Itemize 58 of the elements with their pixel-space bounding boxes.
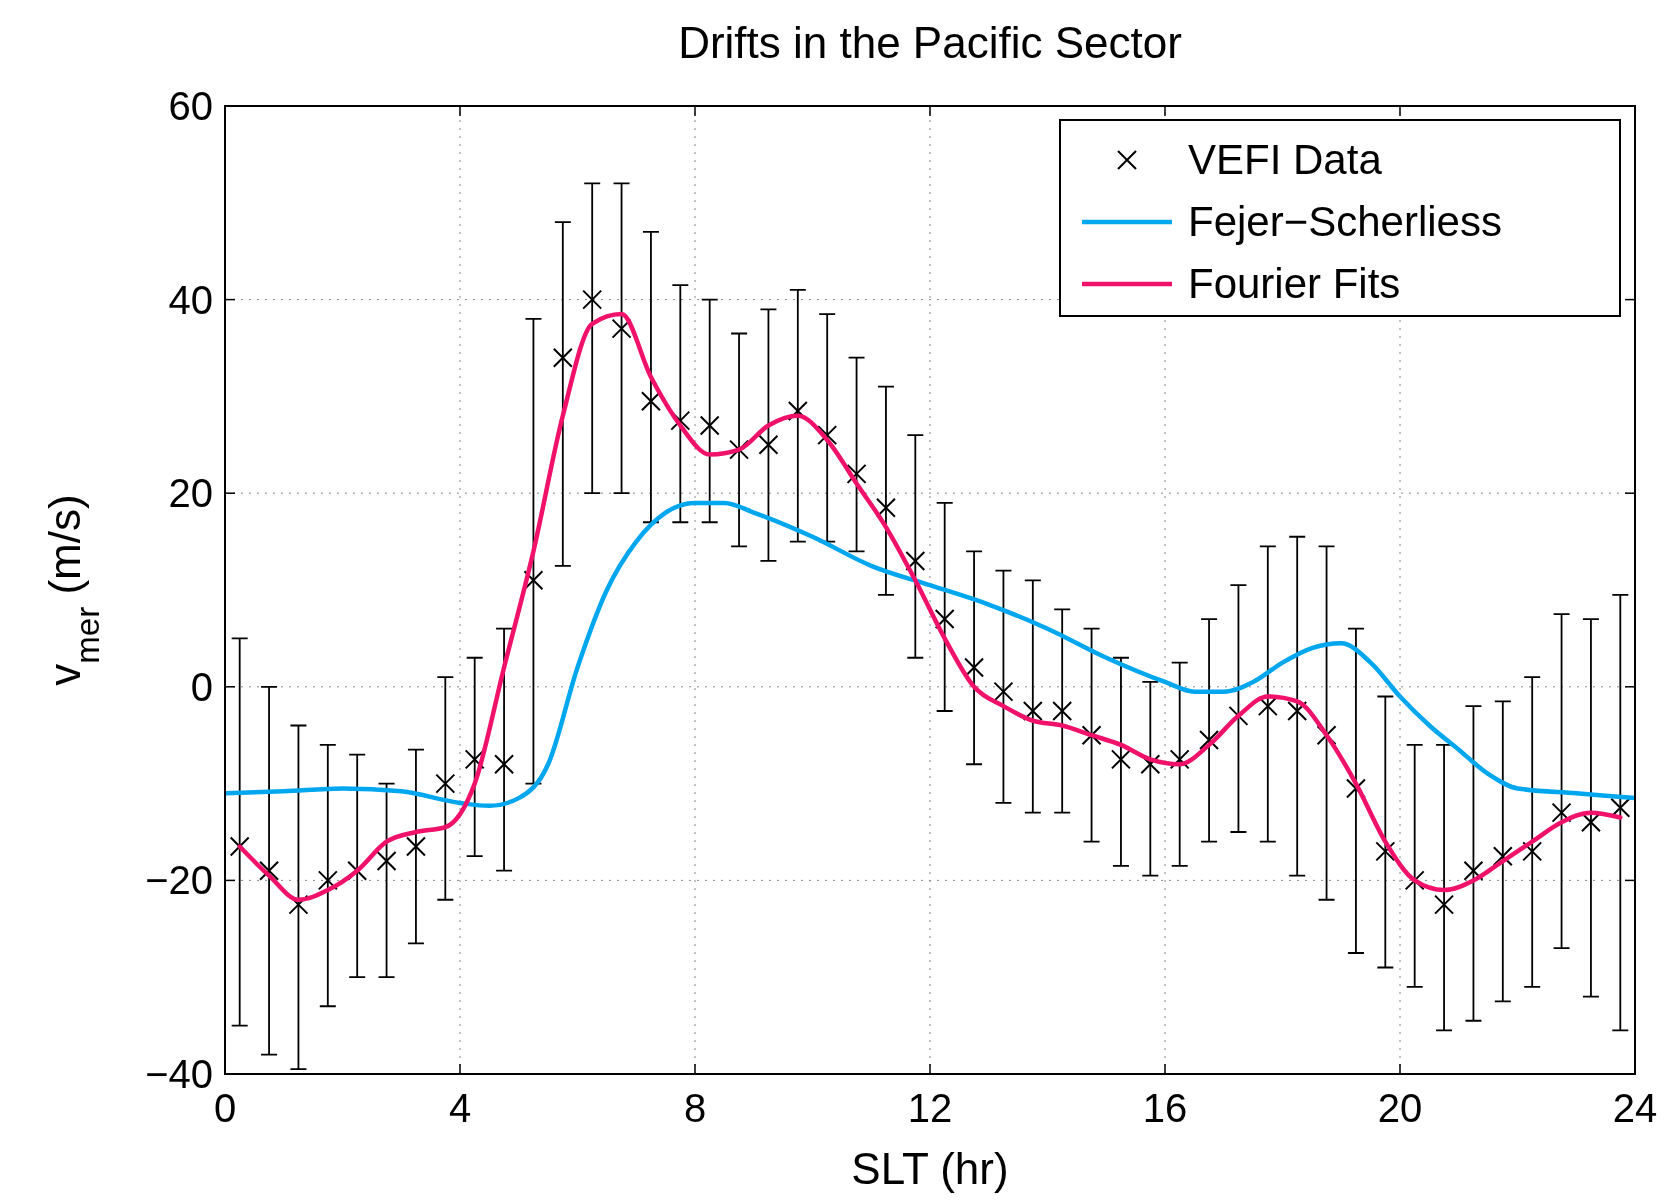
point xyxy=(523,570,544,591)
line-series xyxy=(225,500,1635,809)
point xyxy=(611,318,632,339)
x-tick-label: 20 xyxy=(1377,1086,1423,1130)
y-tick-label: 20 xyxy=(168,471,213,516)
point xyxy=(1316,725,1337,746)
point xyxy=(1375,841,1396,862)
point xyxy=(699,415,720,436)
point xyxy=(464,749,485,770)
point xyxy=(1522,841,1543,862)
chart-title: Drifts in the Pacific Sector xyxy=(678,18,1182,67)
point xyxy=(1257,696,1278,717)
point xyxy=(758,434,779,455)
line-series xyxy=(237,311,1623,903)
x-tick-label: 12 xyxy=(907,1086,953,1130)
x-tick-label: 24 xyxy=(1612,1086,1658,1130)
legend-label: VEFI Data xyxy=(1188,136,1383,183)
point xyxy=(1199,730,1220,751)
point xyxy=(1551,802,1572,823)
point xyxy=(670,410,691,431)
y-tick-label: 0 xyxy=(190,664,213,709)
x-tick-label: 16 xyxy=(1142,1086,1188,1130)
point xyxy=(552,347,573,368)
x-tick-label: 4 xyxy=(448,1086,472,1130)
point xyxy=(1052,701,1073,721)
y-tick-label: −20 xyxy=(145,858,213,903)
point xyxy=(729,439,750,460)
point xyxy=(582,289,603,310)
point xyxy=(1169,749,1190,770)
point xyxy=(1287,701,1308,721)
point xyxy=(1081,725,1102,746)
point xyxy=(817,425,838,446)
point xyxy=(1140,754,1161,775)
point xyxy=(640,391,661,412)
point xyxy=(259,860,280,881)
point xyxy=(934,609,955,630)
y-tick-label: −40 xyxy=(145,1052,213,1096)
y-tick-label: 60 xyxy=(168,84,213,128)
point xyxy=(1580,812,1601,833)
y-tick-label: 40 xyxy=(168,277,213,322)
point xyxy=(905,550,926,571)
point xyxy=(405,836,426,857)
point xyxy=(1110,749,1131,770)
point xyxy=(964,657,985,678)
point xyxy=(1492,846,1513,867)
legend-label: Fourier Fits xyxy=(1188,260,1401,307)
point xyxy=(993,681,1014,702)
point xyxy=(494,754,515,775)
point xyxy=(846,463,867,484)
point xyxy=(435,773,456,794)
point xyxy=(317,870,338,891)
x-tick-label: 8 xyxy=(683,1086,707,1130)
point xyxy=(1610,797,1631,818)
point xyxy=(1434,894,1455,915)
legend-label: Fejer−Scherliess xyxy=(1188,198,1502,245)
point xyxy=(376,851,397,872)
x-axis-title: SLT (hr) xyxy=(851,1144,1009,1193)
point xyxy=(875,497,896,518)
